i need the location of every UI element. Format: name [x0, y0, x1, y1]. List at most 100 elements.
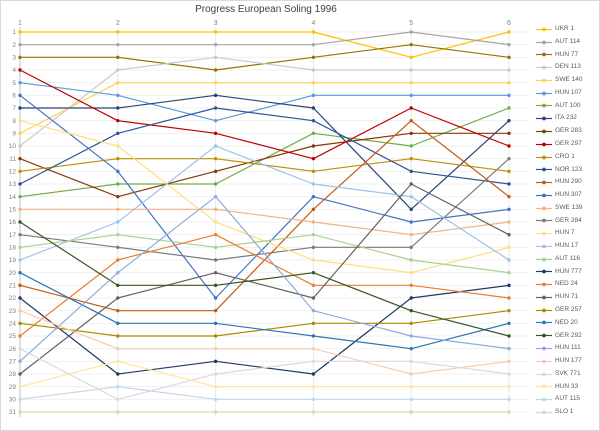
- series-marker: [116, 118, 120, 123]
- series-marker: [213, 144, 218, 148]
- legend-label: HUN 290: [555, 178, 582, 186]
- legend-label: UKR 1: [555, 25, 575, 33]
- legend-swatch-marker: [542, 384, 546, 389]
- series-line: [20, 31, 510, 58]
- series-marker: [213, 258, 218, 262]
- legend-swatch-marker: [542, 65, 546, 70]
- series-marker: [116, 106, 120, 110]
- legend-swatch: [536, 27, 552, 32]
- series-marker: [409, 258, 413, 262]
- series-marker: [409, 131, 413, 136]
- series-marker: [507, 397, 511, 402]
- y-tick-label: 6: [12, 93, 16, 100]
- series-marker: [311, 42, 316, 47]
- series-marker: [213, 182, 218, 186]
- y-tick-label: 4: [12, 67, 16, 74]
- series-marker: [18, 169, 22, 174]
- legend-swatch-marker: [542, 346, 546, 351]
- plot-area: 1234567891011121314151617181920212223242…: [9, 20, 529, 417]
- series-marker: [507, 55, 511, 60]
- y-tick-label: 2: [12, 42, 16, 49]
- series-marker: [311, 384, 316, 389]
- series-marker: [116, 182, 120, 186]
- series-marker: [507, 169, 511, 174]
- series-marker: [116, 220, 120, 224]
- series-marker: [18, 30, 22, 34]
- series-marker: [18, 194, 22, 199]
- legend-swatch: [536, 270, 552, 274]
- series-line: [19, 82, 509, 134]
- x-tick-label: 4: [311, 20, 315, 27]
- y-tick-label: 25: [9, 333, 17, 340]
- legend-swatch: [536, 359, 552, 364]
- series-marker: [18, 68, 22, 72]
- legend-swatch-marker: [542, 308, 546, 313]
- series-marker: [213, 384, 218, 389]
- legend-label: AUT 115: [555, 395, 581, 403]
- series-line: [19, 82, 509, 122]
- series-marker: [507, 118, 511, 123]
- legend-swatch-marker: [542, 282, 546, 287]
- legend-label: HUN 107: [555, 88, 582, 96]
- series-marker: [18, 384, 22, 389]
- y-tick-label: 10: [9, 143, 17, 150]
- series-marker: [507, 308, 511, 313]
- legend-swatch: [536, 65, 552, 70]
- series-marker: [311, 207, 316, 212]
- series-marker: [409, 156, 413, 161]
- series-marker: [213, 308, 218, 313]
- legend-label: HUN 33: [555, 382, 579, 390]
- series-marker: [116, 258, 120, 262]
- legend-label: NOR 123: [555, 165, 583, 173]
- series-marker: [116, 131, 120, 136]
- legend-swatch: [536, 180, 552, 185]
- y-tick-label: 19: [9, 257, 17, 264]
- legend-label: GER 283: [555, 127, 582, 135]
- series-line: [19, 360, 509, 388]
- series-marker: [18, 359, 22, 364]
- legend-swatch-marker: [542, 155, 546, 159]
- legend-label: HUN 307: [555, 191, 582, 199]
- series-marker: [18, 258, 22, 262]
- y-tick-label: 21: [9, 283, 17, 290]
- series-marker: [409, 232, 413, 237]
- series-marker: [18, 346, 22, 351]
- series-marker: [409, 384, 413, 389]
- series-marker: [409, 372, 413, 376]
- series-marker: [213, 283, 218, 288]
- series-marker: [507, 334, 511, 338]
- legend-swatch-marker: [542, 359, 546, 364]
- series-marker: [213, 359, 218, 364]
- legend-label: NED 20: [555, 318, 578, 326]
- legend-label: NED 24: [555, 280, 578, 288]
- legend-swatch-marker: [542, 397, 546, 402]
- legend-label: CRO 1: [555, 152, 575, 160]
- series-marker: [116, 346, 120, 351]
- series-marker: [409, 220, 413, 224]
- y-tick-label: 7: [12, 105, 16, 112]
- series-marker: [18, 118, 22, 123]
- y-tick-label: 5: [12, 80, 16, 87]
- legend-swatch: [536, 142, 552, 147]
- legend-swatch-marker: [542, 270, 546, 274]
- series-marker: [311, 30, 316, 34]
- series-marker: [311, 55, 316, 60]
- series-marker: [507, 106, 511, 110]
- series-marker: [18, 245, 22, 250]
- series-marker: [116, 296, 120, 300]
- x-tick-label: 2: [116, 20, 120, 27]
- series-marker: [116, 194, 120, 199]
- series-marker: [507, 42, 511, 47]
- series-marker: [409, 106, 413, 110]
- series-marker: [18, 55, 22, 60]
- legend-swatch: [536, 257, 552, 262]
- series-marker: [507, 359, 511, 364]
- legend-swatch: [536, 321, 552, 325]
- series-marker: [116, 270, 120, 275]
- series-marker: [213, 207, 218, 212]
- series-marker: [213, 131, 218, 136]
- legend-swatch-marker: [542, 129, 546, 134]
- legend-swatch-marker: [542, 78, 546, 83]
- series-marker: [213, 410, 218, 414]
- legend-item: HUN 17: [536, 240, 598, 253]
